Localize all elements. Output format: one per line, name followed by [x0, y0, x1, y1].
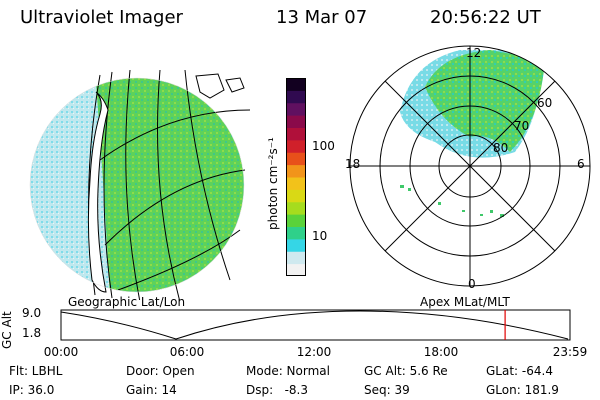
mlt-label-6: 6 [577, 157, 585, 171]
mlt-label-0: 0 [468, 277, 476, 291]
mlt-label-12: 12 [466, 46, 482, 60]
colorbar-segment [286, 78, 306, 91]
colorbar-label: photon cm⁻²s⁻¹ [266, 137, 280, 230]
status-gain: Gain: 14 [126, 383, 177, 397]
x-tick-0600: 06:00 [169, 345, 205, 359]
altitude-ytick-high: 9.0 [22, 306, 42, 320]
x-tick-0000: 00:00 [43, 345, 79, 359]
image-date: 13 Mar 07 [276, 7, 368, 28]
image-time: 20:56:22 UT [430, 7, 541, 28]
colorbar-segment [286, 164, 306, 178]
colorbar-segment [286, 90, 306, 104]
colorbar-tick-10: 10 [312, 229, 328, 243]
status-mode: Mode: Normal [246, 364, 330, 378]
colorbar-segment [286, 201, 306, 215]
polar-grid [349, 45, 591, 287]
lat-label-70: 70 [514, 119, 530, 133]
instrument-title: Ultraviolet Imager [20, 7, 183, 28]
status-ip: IP: 36.0 [9, 383, 55, 397]
colorbar-segment [286, 102, 306, 116]
colorbar [286, 78, 306, 277]
mlt-label-18: 18 [345, 157, 361, 171]
colorbar-segment [286, 189, 306, 203]
x-tick-1200: 12:00 [296, 345, 332, 359]
colorbar-segment [286, 139, 306, 153]
status-door: Door: Open [126, 364, 195, 378]
colorbar-segment [286, 263, 306, 277]
colorbar-segment [286, 127, 306, 141]
coastline [87, 73, 245, 293]
x-tick-1800: 18:00 [423, 345, 459, 359]
geographic-map-title: Geographic Lat/Lon [68, 295, 186, 309]
status-dsp: Dsp: -8.3 [246, 383, 309, 397]
lat-label-80: 80 [493, 141, 509, 155]
lat-label-60: 60 [537, 96, 553, 110]
status-seq: Seq: 39 [364, 383, 410, 397]
bright-emission-region [95, 78, 244, 292]
colorbar-segment [286, 238, 306, 252]
altitude-plot [60, 309, 571, 341]
polar-map-title: Apex MLat/MLT [420, 295, 510, 309]
latlon-grid [88, 69, 251, 300]
colorbar-segment [286, 214, 306, 227]
altitude-plot-frame [60, 309, 571, 341]
altitude-ytick-low: 1.8 [22, 326, 42, 340]
colorbar-tick-100: 100 [312, 139, 335, 153]
status-filter: Flt: LBHL [9, 364, 63, 378]
colorbar-segment [286, 152, 306, 166]
polar-emission-dots [400, 185, 504, 217]
polar-map [349, 45, 591, 287]
colorbar-segment [286, 251, 306, 265]
colorbar-segment [286, 226, 306, 240]
colorbar-frame [286, 78, 306, 276]
x-tick-2359: 23:59 [552, 345, 588, 359]
geographic-map [29, 69, 251, 300]
status-gc-alt: GC Alt: 5.6 Re [364, 364, 448, 378]
colorbar-segment [286, 115, 306, 128]
altitude-ylabel: GC Alt [0, 311, 14, 349]
altitude-curve [60, 310, 569, 340]
status-glat: GLat: -64.4 [486, 364, 553, 378]
status-glon: GLon: 181.9 [486, 383, 559, 397]
colorbar-segment [286, 177, 306, 190]
